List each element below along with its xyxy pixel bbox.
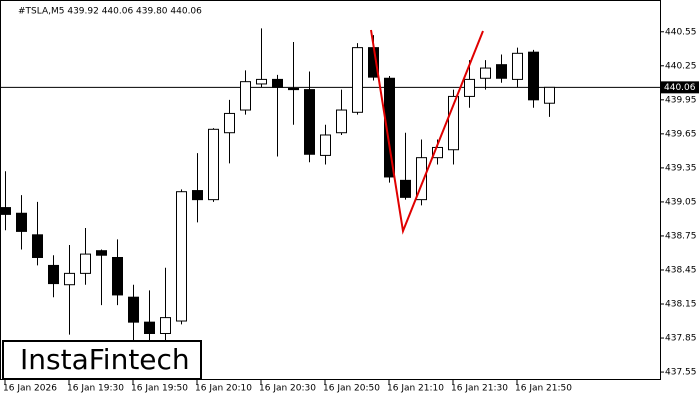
y-tick-label: 439.65 <box>665 129 697 139</box>
y-tick-label: 439.95 <box>665 95 697 105</box>
x-tick-label: 16 Jan 20:50 <box>323 384 380 394</box>
chart-title: #TSLA,M5 439.92 440.06 439.80 440.06 <box>18 7 202 17</box>
candle-body <box>48 264 59 285</box>
x-tick-label: 16 Jan 2026 <box>3 384 57 394</box>
x-tick-label: 16 Jan 19:30 <box>67 384 124 394</box>
x-tick-label: 16 Jan 20:30 <box>259 384 316 394</box>
y-tick-label: 438.15 <box>665 300 697 310</box>
candle-body <box>256 78 267 85</box>
candle-body <box>320 134 331 156</box>
candle-body <box>80 253 91 274</box>
x-tick-label: 16 Jan 21:50 <box>515 384 572 394</box>
candle-body <box>288 87 299 91</box>
plot-frame <box>0 0 661 380</box>
candle-body <box>432 146 443 159</box>
candle-body <box>128 296 139 323</box>
candle-body <box>192 190 203 201</box>
candle-body <box>224 112 235 134</box>
candle-body <box>96 250 107 256</box>
candle-body <box>448 95 459 151</box>
y-tick-label: 438.75 <box>665 231 697 241</box>
y-tick-label: 440.55 <box>665 27 697 37</box>
logo: InstaFintech <box>20 343 190 376</box>
candle-body <box>336 109 347 134</box>
x-tick-label: 16 Jan 19:50 <box>131 384 188 394</box>
last-price-label: 440.06 <box>664 83 696 93</box>
candle-body <box>400 179 411 198</box>
candle-body <box>16 212 27 232</box>
candle-body <box>272 78 283 88</box>
candle-body <box>384 77 395 178</box>
candle-body <box>160 317 171 334</box>
x-tick-label: 16 Jan 21:30 <box>451 384 508 394</box>
x-tick-label: 16 Jan 21:10 <box>387 384 444 394</box>
marks <box>0 28 660 345</box>
x-tick-label: 16 Jan 20:10 <box>195 384 252 394</box>
candle-body <box>240 81 251 111</box>
candle-body <box>32 234 43 258</box>
candle-body <box>416 157 427 201</box>
y-tick-label: 439.05 <box>665 197 697 207</box>
candle-body <box>208 128 219 201</box>
candle-body <box>0 207 11 215</box>
y-tick-label: 438.45 <box>665 265 697 275</box>
logo-box <box>2 340 202 380</box>
candle-body <box>176 191 187 322</box>
y-tick-label: 440.25 <box>665 61 697 71</box>
candle-body <box>512 52 523 80</box>
candle-body <box>304 89 315 155</box>
candle-body <box>480 67 491 79</box>
pattern-line <box>370 29 484 235</box>
candle-body <box>352 47 363 113</box>
candle-body <box>464 78 475 97</box>
candle-body <box>544 86 555 104</box>
last-price-box <box>661 81 699 94</box>
y-tick-label: 439.35 <box>665 163 697 173</box>
y-tick-label: 437.55 <box>665 368 697 378</box>
candle-body <box>496 64 507 79</box>
candle-body <box>64 272 75 286</box>
candle-body <box>528 51 539 101</box>
candle-body <box>144 321 155 334</box>
y-tick-label: 437.85 <box>665 334 697 344</box>
candle-body <box>112 256 123 296</box>
